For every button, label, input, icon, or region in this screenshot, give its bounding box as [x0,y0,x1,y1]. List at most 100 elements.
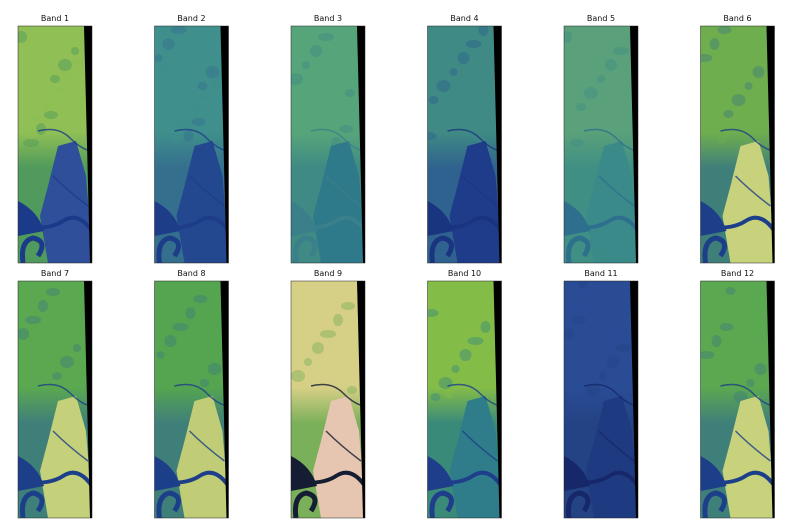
patch [198,94,213,100]
river [291,470,365,488]
patch [452,377,465,383]
patch [291,370,305,382]
river [720,128,775,152]
patch [700,351,715,359]
patch [318,33,334,41]
patch [213,375,222,385]
patch [564,328,574,340]
patch [340,290,350,300]
river [566,235,591,263]
image-frame [290,25,366,264]
band-image [154,281,229,518]
patch [338,113,348,123]
band-image [18,26,92,263]
patch [38,300,48,312]
panel-title: Band 2 [177,14,205,23]
patch [18,328,29,340]
patch [163,327,172,333]
patch [303,73,315,79]
river [37,128,92,152]
river [702,235,727,263]
patch [190,106,201,116]
river [18,470,92,488]
patch [607,356,619,368]
river [564,470,638,488]
image-frame [563,280,639,519]
no-data [84,281,92,518]
patch [205,66,220,78]
river [429,235,454,263]
river [291,215,365,233]
patch [193,295,208,303]
river [461,175,498,207]
no-data [766,26,775,263]
patch [428,96,439,104]
patch [716,134,727,144]
panel-title: Band 4 [450,14,478,23]
river [583,383,638,407]
patch [346,101,360,107]
patch [700,54,713,62]
patch [605,59,617,71]
river [18,215,92,233]
river [566,490,591,518]
patch [319,318,331,328]
patch [312,342,324,354]
image-frame [563,25,639,264]
patch [590,99,598,109]
patch [576,103,586,111]
patch [604,51,612,57]
patch [317,26,329,31]
patch [427,309,439,317]
river [188,430,225,462]
patch [709,38,720,50]
river [310,383,365,407]
no-data [630,281,638,518]
patch [431,285,446,291]
patch [71,47,79,55]
image-frame [154,25,229,264]
patch [24,304,36,314]
river [447,128,502,152]
patch [191,118,206,126]
patch [339,125,353,133]
panel-title: Band 11 [584,269,617,278]
patch [458,341,467,347]
river [583,128,638,152]
patch [464,28,477,38]
patch [162,38,175,50]
patch [32,292,48,298]
patch [467,337,484,345]
lake [722,141,775,263]
patch [427,297,434,307]
lake [722,396,775,518]
patch [438,377,453,389]
lake [176,396,229,518]
patch [45,281,55,286]
patch [73,344,81,352]
patch [333,314,343,326]
patch [177,122,194,128]
patch [724,122,739,128]
patch [347,386,357,394]
patch [598,87,610,93]
patch [570,139,584,147]
patch [592,281,600,286]
patch [50,75,60,83]
patch [474,313,491,319]
lake [40,396,92,518]
patch [295,85,303,95]
river [37,383,92,407]
river [564,215,638,233]
patch [302,61,310,69]
patch [157,363,170,369]
patch [726,299,741,305]
patch [613,47,629,55]
patch [51,87,65,93]
lake [449,396,502,518]
patch [737,106,746,116]
patch [156,351,165,359]
patch [311,334,319,340]
band-image [154,26,229,263]
